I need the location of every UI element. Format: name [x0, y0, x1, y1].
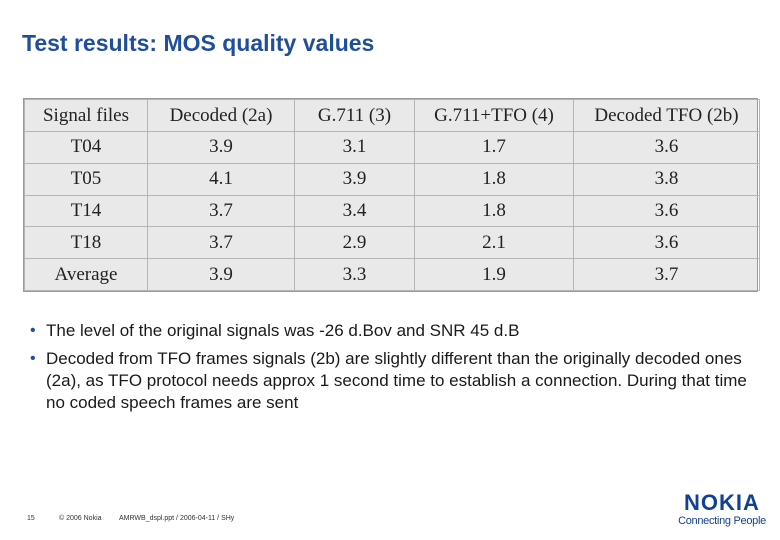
- bullet-list: • The level of the original signals was …: [30, 320, 760, 414]
- table-cell: 1.7: [414, 131, 574, 164]
- column-header: G.711 (3): [294, 99, 415, 132]
- results-table-container: Signal files Decoded (2a) G.711 (3) G.71…: [23, 98, 760, 292]
- footer-copyright: © 2006 Nokia: [59, 515, 102, 522]
- table-cell: 1.8: [414, 194, 574, 228]
- table-cell: 3.8: [573, 162, 760, 196]
- slide-title: Test results: MOS quality values: [22, 30, 375, 56]
- bullet-text: The level of the original signals was -2…: [46, 321, 520, 340]
- table-cell: Average: [24, 258, 148, 291]
- table-cell: 3.3: [294, 258, 415, 291]
- table-cell: 3.9: [147, 131, 295, 164]
- column-header: G.711+TFO (4): [414, 99, 574, 132]
- table-cell: 3.6: [573, 194, 760, 228]
- logo-tagline: Connecting People: [678, 515, 766, 527]
- logo-wordmark: NOKIA: [684, 490, 760, 515]
- nokia-logo: NOKIA Connecting People: [676, 492, 768, 528]
- bullet-dot-icon: •: [30, 350, 36, 367]
- table-cell: 2.9: [294, 226, 415, 260]
- table-row-average: Average 3.9 3.3 1.9 3.7: [24, 258, 760, 291]
- column-header: Decoded TFO (2b): [573, 99, 760, 132]
- bullet-text: Decoded from TFO frames signals (2b) are…: [46, 349, 747, 412]
- table-cell: 4.1: [147, 162, 295, 196]
- bullet-item: • The level of the original signals was …: [30, 320, 760, 342]
- column-header: Decoded (2a): [147, 99, 295, 132]
- table-header-row: Signal files Decoded (2a) G.711 (3) G.71…: [24, 99, 760, 132]
- table-row: T05 4.1 3.9 1.8 3.8: [24, 162, 760, 196]
- table-cell: 3.9: [147, 258, 295, 291]
- table-cell: 3.1: [294, 131, 415, 164]
- table-cell: 3.7: [147, 194, 295, 228]
- table-row: T18 3.7 2.9 2.1 3.6: [24, 226, 760, 260]
- table-cell: 2.1: [414, 226, 574, 260]
- table-cell: 3.4: [294, 194, 415, 228]
- table-row: T04 3.9 3.1 1.7 3.6: [24, 131, 760, 164]
- mos-results-table: Signal files Decoded (2a) G.711 (3) G.71…: [24, 99, 760, 291]
- table-cell: 1.9: [414, 258, 574, 291]
- table-cell: 3.9: [294, 162, 415, 196]
- table-cell: 3.7: [573, 258, 760, 291]
- table-cell: 3.6: [573, 226, 760, 260]
- table-cell: T05: [24, 162, 148, 196]
- bullet-dot-icon: •: [30, 322, 36, 339]
- bullet-item: • Decoded from TFO frames signals (2b) a…: [30, 348, 760, 414]
- table-cell: 3.6: [573, 131, 760, 164]
- table-cell: T04: [24, 131, 148, 164]
- table-row: T14 3.7 3.4 1.8 3.6: [24, 194, 760, 228]
- column-header: Signal files: [24, 99, 148, 132]
- table-cell: T14: [24, 194, 148, 228]
- table-cell: 1.8: [414, 162, 574, 196]
- table-cell: T18: [24, 226, 148, 260]
- page-number: 15: [27, 515, 35, 522]
- table-cell: 3.7: [147, 226, 295, 260]
- footer-file-info: AMRWB_dspl.ppt / 2006-04-11 / SHy: [119, 515, 235, 522]
